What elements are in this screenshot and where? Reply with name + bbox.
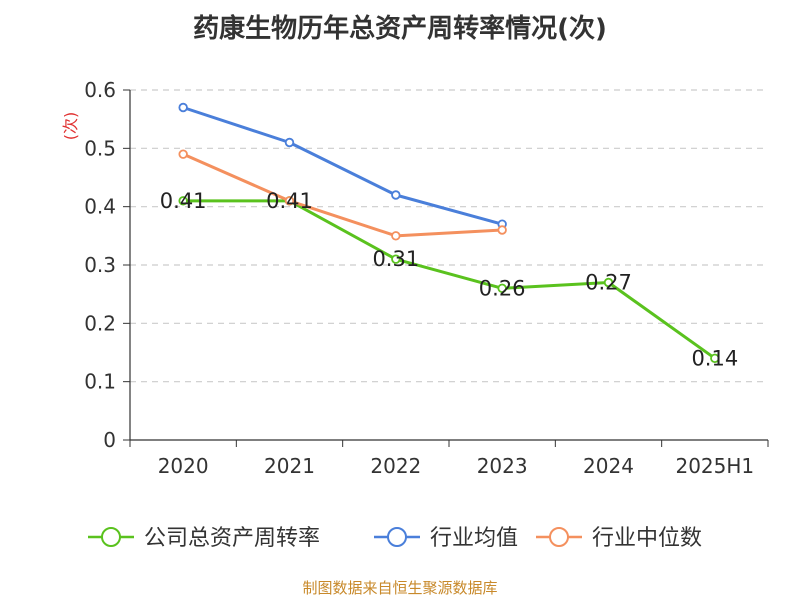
data-point xyxy=(710,353,720,364)
data-point xyxy=(284,196,295,206)
x-tick-label: 2020 xyxy=(158,454,209,478)
x-tick-label: 2025H1 xyxy=(675,454,754,478)
data-point xyxy=(178,102,188,113)
data-point xyxy=(603,277,614,288)
data-label: 0.14 xyxy=(691,346,738,370)
legend-marker xyxy=(387,527,407,547)
y-tick-label: 0.1 xyxy=(84,370,116,394)
data-label: 0.27 xyxy=(585,271,632,295)
x-tick-label: 2021 xyxy=(264,454,315,478)
data-point xyxy=(497,283,507,294)
data-point xyxy=(178,196,188,206)
source-note: 制图数据来自恒生聚源数据库 xyxy=(302,579,498,597)
y-tick-label: 0.3 xyxy=(84,253,116,277)
x-tick-label: 2022 xyxy=(370,454,421,478)
legend-label: 公司总资产周转率 xyxy=(144,526,320,551)
data-point xyxy=(178,149,188,159)
chart-title: 药康生物历年总资产周转率情况(次) xyxy=(193,14,607,44)
x-tick-label: 2024 xyxy=(583,454,634,478)
data-label: 0.31 xyxy=(372,247,419,271)
y-tick-label: 0.2 xyxy=(84,311,116,335)
y-tick-label: 0.5 xyxy=(84,136,116,160)
legend-label: 行业中位数 xyxy=(592,526,702,551)
y-axis-label: (次) xyxy=(61,112,80,141)
legend-marker xyxy=(101,527,121,547)
data-label: 0.26 xyxy=(479,276,526,300)
data-point xyxy=(391,231,401,241)
data-label: 0.41 xyxy=(266,189,313,213)
data-label: 0.41 xyxy=(160,189,207,213)
data-point xyxy=(391,254,401,264)
legend-marker xyxy=(549,527,569,547)
series-line xyxy=(182,106,503,226)
legend-label: 行业均值 xyxy=(430,526,518,551)
data-point xyxy=(497,225,507,235)
y-tick-label: 0.4 xyxy=(84,195,116,219)
series-line xyxy=(182,152,503,238)
x-tick-label: 2023 xyxy=(477,454,528,478)
y-tick-label: 0 xyxy=(103,428,116,452)
series-line xyxy=(183,199,716,360)
data-point xyxy=(391,190,401,200)
data-point xyxy=(284,137,295,148)
y-tick-label: 0.6 xyxy=(84,78,116,102)
